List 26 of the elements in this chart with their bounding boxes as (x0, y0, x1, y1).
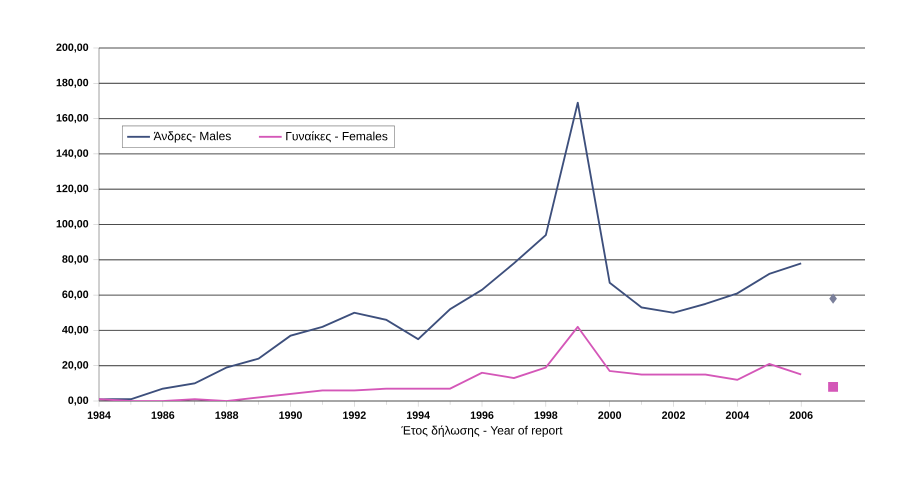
y-tick-label: 120,00 (56, 184, 88, 194)
y-tick-label: 60,00 (62, 290, 88, 300)
y-tick-label: 160,00 (56, 114, 88, 124)
x-axis-title: Έτος δήλωσης - Year of report (401, 425, 562, 437)
y-tick-label: 40,00 (62, 326, 88, 335)
x-tick-label: 1994 (406, 411, 430, 419)
x-tick-label: 2000 (598, 411, 622, 419)
x-tick-label: 1998 (534, 411, 558, 419)
x-tick-label: 1990 (279, 411, 302, 419)
legend-label: Άνδρες- Males (154, 131, 231, 143)
y-tick-label: 20,00 (62, 361, 88, 370)
x-tick-label: 1984 (88, 411, 111, 419)
legend-label: Γυναίκες - Females (286, 131, 388, 142)
x-tick-label: 2002 (662, 411, 685, 419)
y-tick-label: 100,00 (56, 220, 88, 230)
x-tick-label: 1986 (152, 411, 174, 419)
x-tick-label: 1996 (470, 411, 494, 419)
x-tick-label: 1988 (215, 411, 238, 419)
x-tick-label: 2006 (790, 411, 813, 419)
y-tick-label: 200,00 (56, 43, 88, 53)
y-tick-label: 0,00 (68, 396, 88, 406)
y-tick-label: 140,00 (56, 149, 88, 158)
y-tick-label: 80,00 (62, 255, 88, 264)
y-tick-label: 180,00 (56, 78, 88, 88)
x-tick-label: 2004 (726, 411, 750, 419)
x-tick-label: 1992 (343, 411, 366, 419)
